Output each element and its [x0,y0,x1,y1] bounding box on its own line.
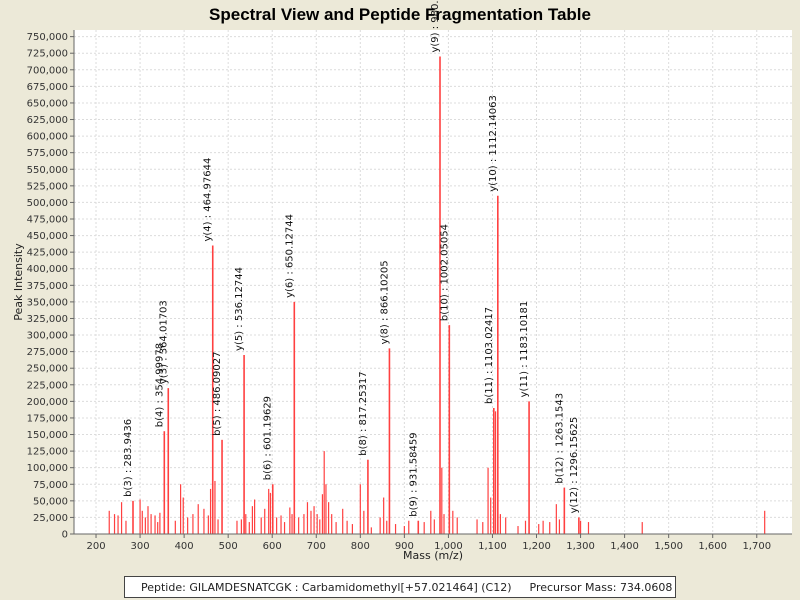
y-tick-label: 525,000 [27,181,68,192]
peak-label: y(9) : 980.9 [430,0,441,53]
x-tick-label: 400 [175,541,194,552]
peak-label: b(9) : 931.58459 [408,432,419,516]
x-tick-label: 800 [351,541,370,552]
y-tick-label: 500,000 [27,198,68,209]
y-tick-label: 275,000 [27,347,68,358]
peak-label: y(6) : 650.12744 [284,214,295,298]
peak-label: y(8) : 866.10205 [379,260,390,344]
y-tick-label: 375,000 [27,281,68,292]
y-tick-label: 125,000 [27,447,68,458]
y-tick-label: 225,000 [27,380,68,391]
y-tick-label: 325,000 [27,314,68,325]
x-tick-label: 200 [86,541,105,552]
y-tick-label: 625,000 [27,115,68,126]
y-tick-label: 50,000 [33,496,68,507]
y-axis-title: Peak Intensity [12,243,25,321]
x-tick-label: 900 [395,541,414,552]
peak-label: y(10) : 1112.14063 [488,95,499,192]
peak-label: b(5) : 486.09027 [212,352,223,436]
y-tick-label: 550,000 [27,165,68,176]
y-tick-label: 750,000 [27,32,68,43]
y-tick-label: 100,000 [27,463,68,474]
peak-label: b(4) : 354.99978 [154,343,165,427]
y-tick-label: 25,000 [33,513,68,524]
x-tick-label: 1,700 [742,541,771,552]
peptide-value: GILAMDESNATCGK : Carbamidomethyl[+57.021… [189,580,512,594]
x-tick-label: 1,000 [434,541,463,552]
precursor-mass-label: Precursor Mass: [529,580,617,594]
x-tick-label: 300 [131,541,150,552]
axes: 0 25,000 50,000 75,000 100,000 125,000 150,000… [27,30,792,552]
y-tick-label: 150,000 [27,430,68,441]
x-tick-label: 1,200 [522,541,551,552]
y-tick-label: 175,000 [27,413,68,424]
y-tick-label: 300,000 [27,331,68,342]
y-tick-label: 475,000 [27,215,68,226]
chart-title: Spectral View and Peptide Fragmentation … [209,5,591,24]
x-tick-label: 500 [219,541,238,552]
x-tick-label: 1,400 [610,541,639,552]
y-tick-label: 675,000 [27,82,68,93]
x-tick-label: 600 [263,541,282,552]
y-tick-label: 400,000 [27,264,68,275]
precursor-mass-value: 734.0608 [619,580,673,594]
y-tick-label: 0 [62,530,68,541]
y-tick-label: 200,000 [27,397,68,408]
y-tick-label: 250,000 [27,364,68,375]
y-tick-label: 700,000 [27,65,68,76]
peak-label: b(3) : 283.9436 [123,419,134,497]
peak-label: y(5) : 536.12744 [234,267,245,351]
x-tick-label: 1,300 [566,541,595,552]
peak-label: b(11) : 1103.02417 [484,307,495,404]
y-tick-label: 75,000 [33,480,68,491]
y-tick-label: 650,000 [27,98,68,109]
peak-label: b(12) : 1263.1543 [554,393,565,484]
x-tick-label: 1,600 [698,541,727,552]
y-tick-label: 425,000 [27,248,68,259]
peak-label: y(12) : 1296.15625 [569,417,580,514]
y-tick-label: 450,000 [27,231,68,242]
y-tick-label: 725,000 [27,49,68,60]
peak-label: b(10) : 1002.05054 [439,224,450,321]
peptide-label: Peptide: [141,580,186,594]
peak-label: b(6) : 601.19629 [263,396,274,480]
plot-area [74,30,792,534]
peak-label: y(4) : 464.97644 [203,158,214,242]
peptide-info-box: Peptide: GILAMDESNATCGK : Carbamidomethy… [124,576,676,598]
x-tick-label: 1,100 [478,541,507,552]
x-tick-label: 700 [307,541,326,552]
peak-label: b(8) : 817.25317 [358,371,369,455]
y-tick-label: 600,000 [27,132,68,143]
peak-bars [108,56,766,534]
y-tick-label: 350,000 [27,297,68,308]
grid-lines [74,30,792,535]
peak-label: y(3) : 364.01703 [158,300,169,384]
peak-label: y(11) : 1183.10181 [519,301,530,398]
x-tick-label: 1,500 [654,541,683,552]
x-axis-title: Mass (m/z) [403,549,463,562]
y-tick-label: 575,000 [27,148,68,159]
